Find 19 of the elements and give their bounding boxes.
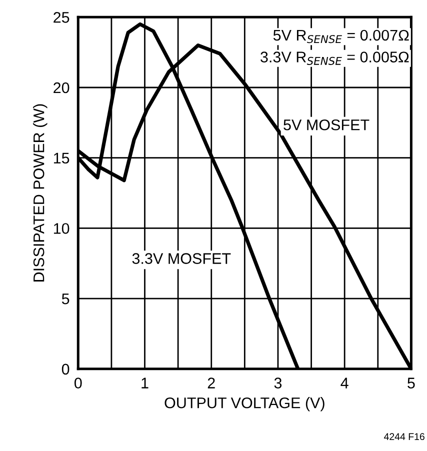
- annotation: 5V R$_{SENSE}$ = 0.007Ω: [273, 30, 409, 44]
- y-tick-label: 0: [62, 364, 70, 375]
- y-tick-label: 15: [54, 152, 70, 164]
- text: 4244 F16: [384, 433, 424, 440]
- x-tick-label: 0: [74, 378, 82, 388]
- y-tick-label: 5: [62, 294, 70, 304]
- x-tick-label: 4: [340, 378, 348, 388]
- series-label: 5V MOSFET: [284, 119, 370, 130]
- x-tick-label: 2: [208, 378, 215, 388]
- y-tick-label: 10: [54, 223, 70, 234]
- annotation: 3.3V R$_{SENSE}$ = 0.005Ω: [260, 52, 409, 65]
- x-tick-label: 1: [142, 378, 148, 388]
- y-tick-label: 25: [54, 12, 70, 23]
- y-tick-label: 20: [54, 82, 70, 94]
- y-axis-title: DISSIPATED POWER (W): [33, 104, 48, 282]
- x-tick-label: 3: [274, 378, 282, 388]
- x-tick-label: 5: [408, 378, 415, 388]
- series-label: 3.3V MOSFET: [132, 253, 231, 264]
- x-axis-title: OUTPUT VOLTAGE (V): [164, 397, 324, 412]
